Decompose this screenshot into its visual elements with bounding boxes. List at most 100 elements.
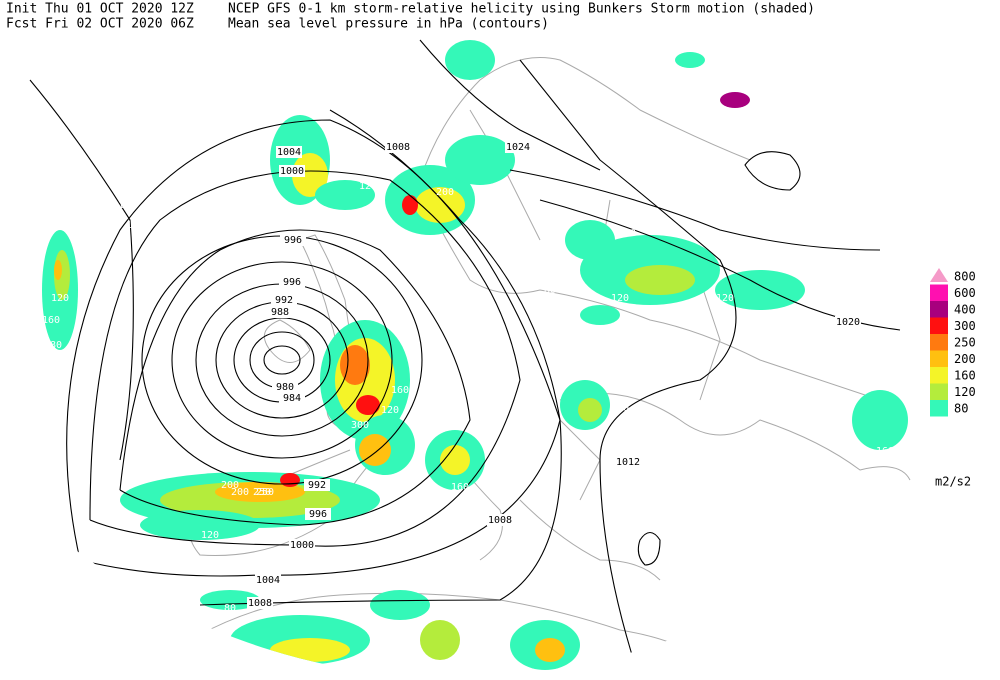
helicity-area — [852, 390, 908, 450]
helicity-label: 300 — [351, 420, 369, 431]
isobar — [744, 151, 801, 191]
contour-label-bg — [304, 479, 330, 491]
legend-label: 120 — [954, 385, 976, 399]
helicity-area — [270, 638, 350, 662]
helicity-label: 80 — [544, 285, 556, 296]
contour-label: 1004 — [277, 147, 301, 158]
helicity-label: 250 — [256, 487, 274, 498]
isobar — [637, 531, 661, 566]
helicity-area — [215, 482, 305, 502]
contour-label: 996 — [283, 277, 301, 288]
contour-label: 1004 — [256, 575, 280, 586]
legend-swatch — [930, 367, 948, 384]
subtitle: Mean sea level pressure in hPa (contours… — [228, 17, 549, 32]
legend-swatch — [930, 301, 948, 318]
contour-label-bg — [385, 141, 411, 153]
pressure-contours — [29, 39, 901, 678]
helicity-label: 80 — [624, 228, 636, 239]
helicity-label: 160 — [471, 220, 489, 231]
helicity-area — [445, 135, 515, 185]
contour-label: 1024 — [506, 142, 530, 153]
helicity-label: 80 — [584, 435, 596, 446]
legend: 800 600 400 300 250 200 160 120 80 — [930, 268, 976, 417]
helicity-area — [280, 473, 300, 487]
legend-swatch — [930, 268, 948, 282]
contour-label: 1008 — [488, 515, 512, 526]
contour-label: 1020 — [836, 317, 860, 328]
helicity-label: 120 — [201, 530, 219, 541]
helicity-label: 120 — [118, 200, 136, 211]
isobar — [29, 79, 134, 461]
helicity-area — [535, 638, 565, 662]
helicity-label: 160 — [876, 446, 894, 457]
isobar — [519, 59, 737, 678]
contour-label-bg — [267, 306, 293, 318]
helicity-label: 120 — [381, 405, 399, 416]
helicity-area — [565, 220, 615, 260]
helicity-label: 200 — [231, 487, 249, 498]
legend-label: 800 — [954, 270, 976, 284]
helicity-area — [440, 445, 470, 475]
legend-label: 80 — [954, 402, 968, 416]
isobar — [509, 169, 881, 251]
contour-label: 1000 — [280, 166, 304, 177]
helicity-area — [720, 92, 750, 108]
contour-label: 984 — [283, 393, 301, 404]
helicity-area — [415, 187, 465, 223]
legend-swatch — [930, 317, 948, 334]
contour-label-bg — [271, 294, 297, 306]
isobar — [419, 39, 601, 171]
map-labels: 1004100099699699298898098499299610001004… — [42, 141, 894, 614]
helicity-label: 80 — [50, 340, 62, 351]
title: NCEP GFS 0-1 km storm-relative helicity … — [228, 2, 815, 17]
contour-label-bg — [280, 234, 306, 246]
legend-swatch — [930, 334, 948, 351]
helicity-label: 200 — [221, 480, 239, 491]
isobar — [119, 229, 471, 526]
helicity-area — [420, 620, 460, 660]
legend-swatch — [930, 284, 948, 301]
contour-label-bg — [279, 276, 305, 288]
legend-unit: m2/s2 — [935, 475, 971, 489]
contour-label-bg — [272, 381, 298, 393]
helicity-area — [675, 52, 705, 68]
helicity-area — [715, 270, 805, 310]
helicity-area — [445, 40, 495, 80]
contour-label: 1008 — [248, 598, 272, 609]
helicity-label: 160 — [42, 315, 60, 326]
helicity-area — [140, 510, 260, 540]
helicity-label: 120 — [611, 293, 629, 304]
contour-label-bg — [255, 574, 281, 586]
legend-label: 160 — [954, 369, 976, 383]
legend-swatch — [930, 350, 948, 367]
contour-label-bg — [276, 146, 302, 158]
helicity-area — [402, 195, 418, 215]
contour-label-bg — [615, 456, 641, 468]
contour-label-bg — [505, 141, 531, 153]
contour-label-bg — [305, 508, 331, 520]
isobar — [263, 345, 301, 375]
legend-label: 250 — [954, 336, 976, 350]
helicity-label: 80 — [224, 603, 236, 614]
legend-label: 400 — [954, 303, 976, 317]
contour-label-bg — [835, 316, 861, 328]
contour-label-bg — [247, 597, 273, 609]
legend-swatch — [930, 383, 948, 400]
helicity-area — [54, 260, 62, 280]
legend-label: 600 — [954, 286, 976, 300]
contour-label-bg — [279, 165, 305, 177]
contour-label: 988 — [271, 307, 289, 318]
helicity-label: 160 — [391, 385, 409, 396]
contour-label: 996 — [309, 509, 327, 520]
forecast-time: Fcst Fri 02 OCT 2020 06Z — [6, 17, 194, 32]
helicity-area — [370, 590, 430, 620]
helicity-area — [315, 180, 375, 210]
helicity-area — [292, 153, 328, 197]
contour-label-bg — [289, 539, 315, 551]
helicity-label: 120 — [51, 293, 69, 304]
helicity-label: 160 — [451, 482, 469, 493]
helicity-area — [580, 305, 620, 325]
legend-label: 300 — [954, 319, 976, 333]
contour-label-bg — [487, 514, 513, 526]
legend-label: 200 — [954, 352, 976, 366]
